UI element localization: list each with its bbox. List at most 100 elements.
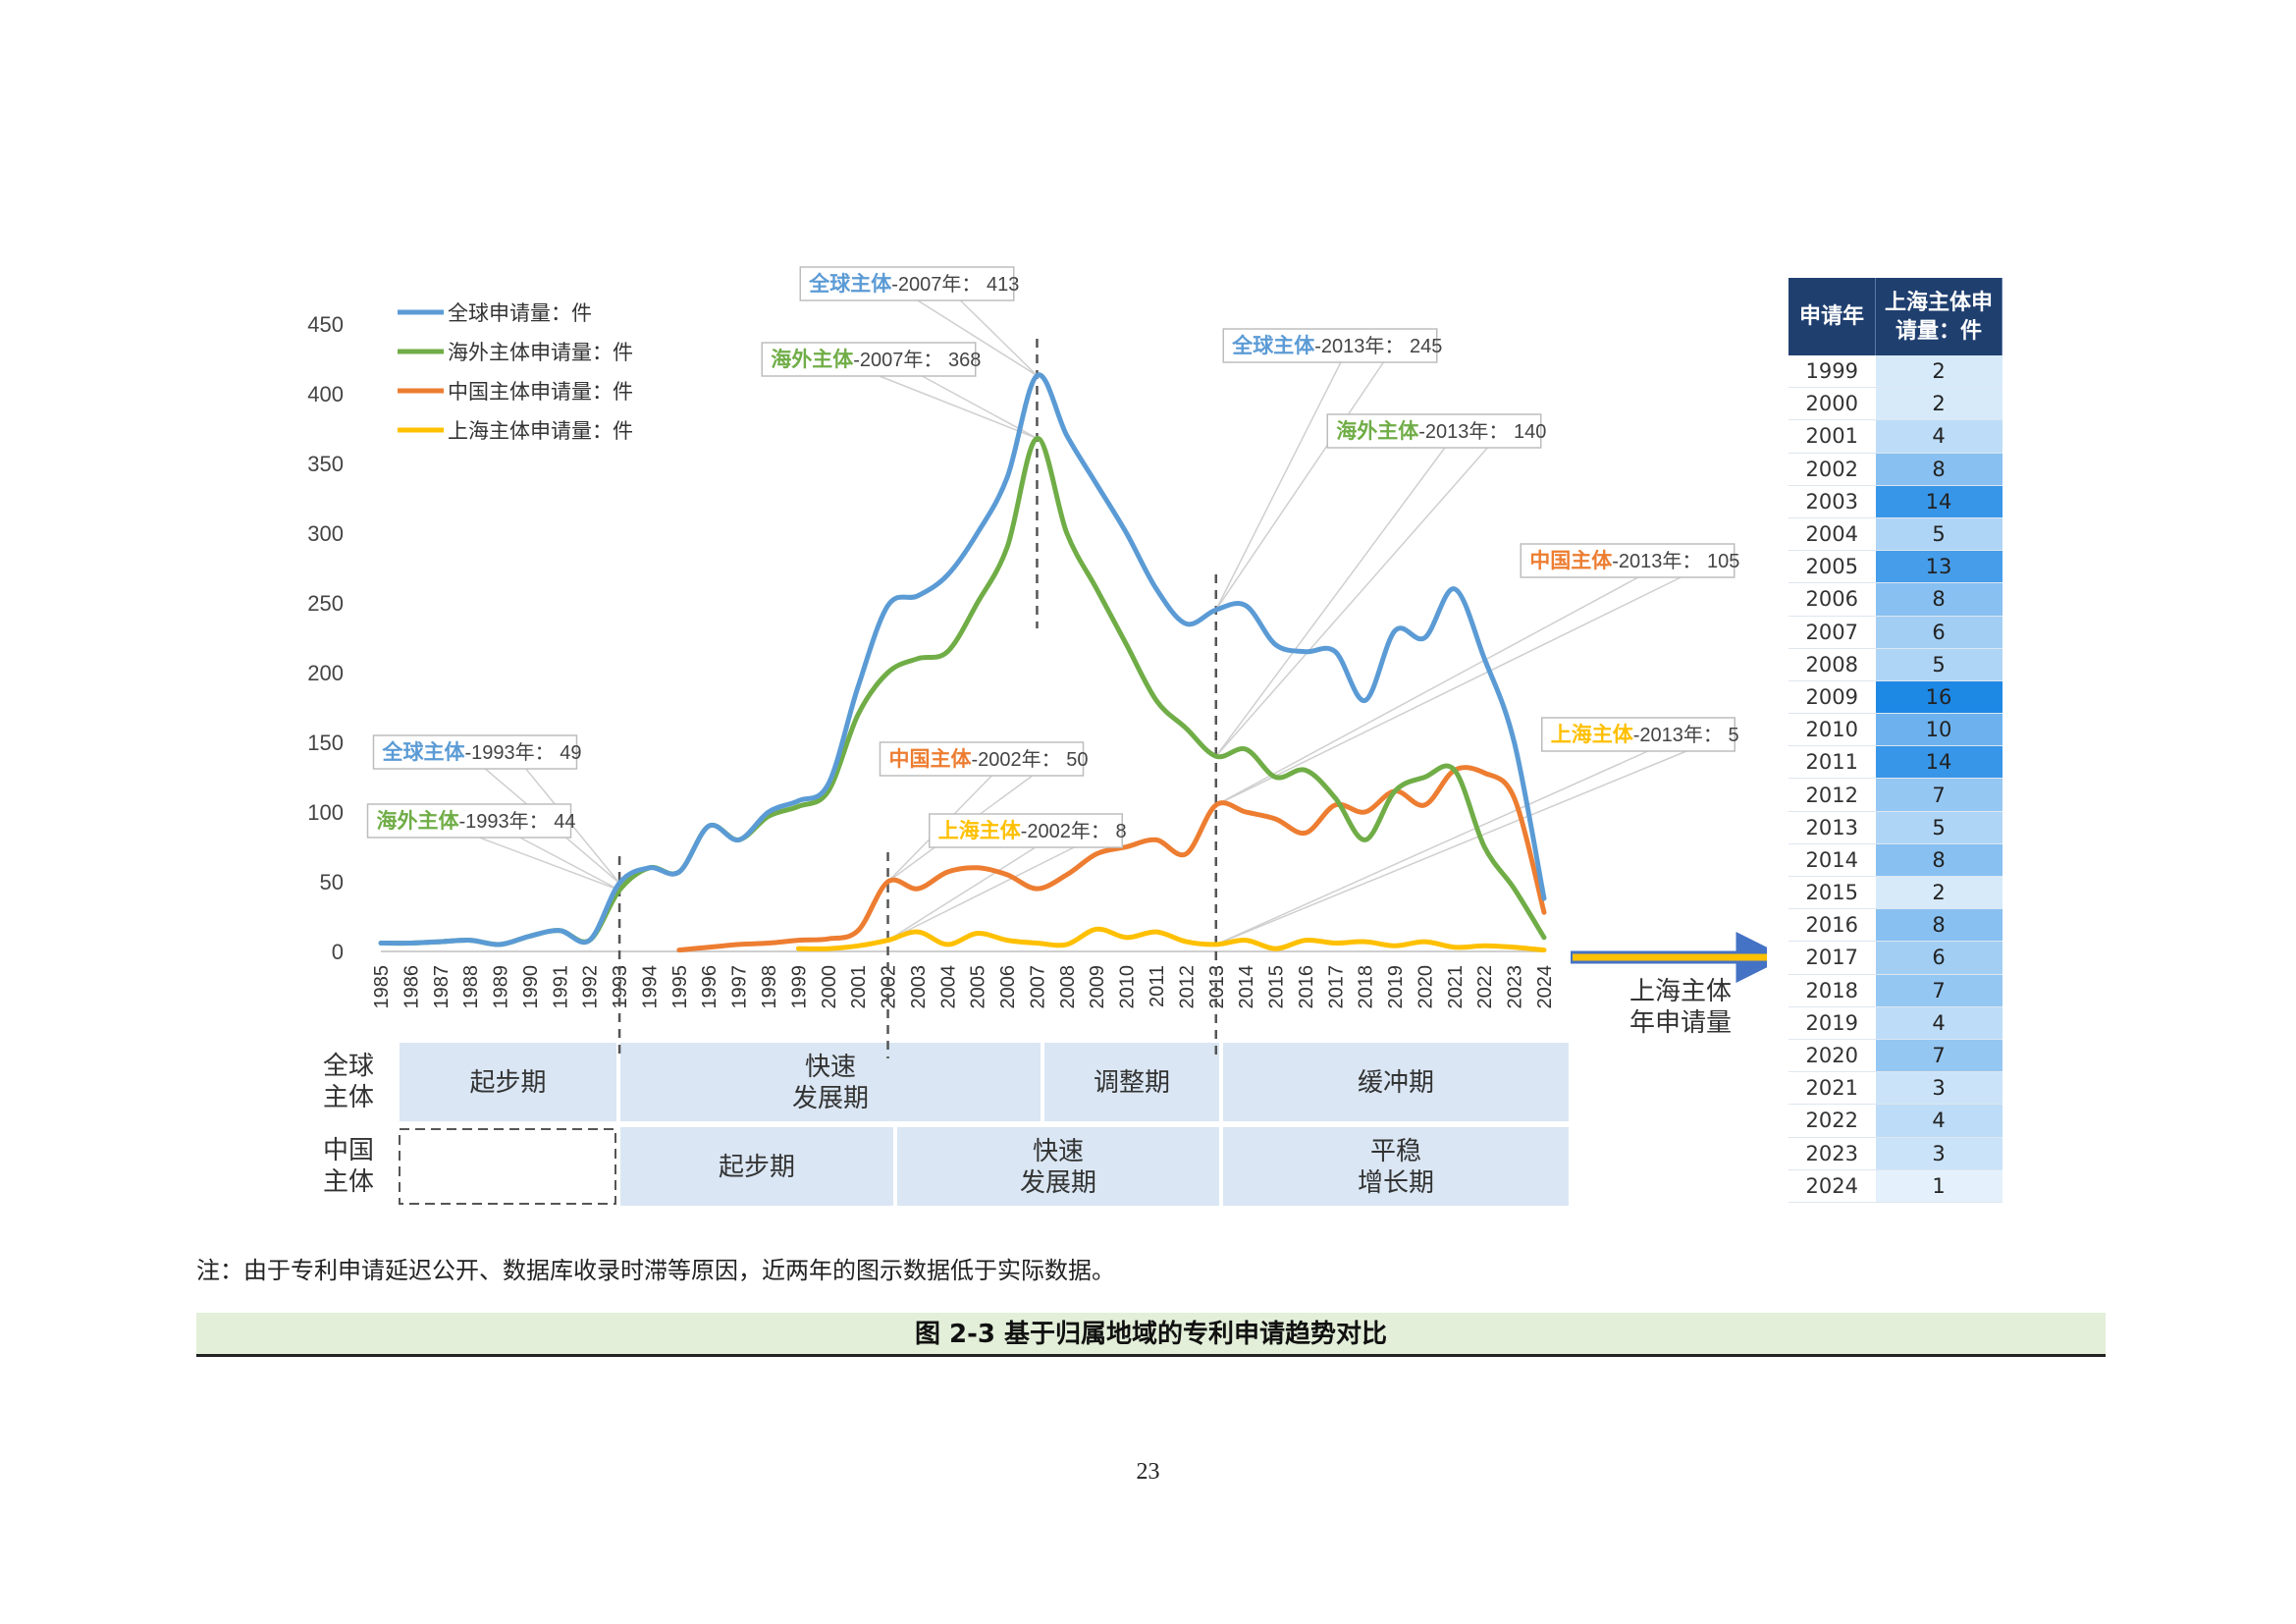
table-row: 2009 16 — [1789, 680, 2002, 715]
x-tick-label: 1998 — [759, 965, 780, 1009]
table-cell-year: 2016 — [1789, 908, 1876, 943]
phase-cell-global-label: 快速 — [805, 1053, 856, 1082]
series-line-3 — [795, 926, 1547, 953]
x-tick-label: 1985 — [371, 965, 393, 1009]
annotation-box — [1326, 413, 1542, 449]
table-row: 2016 8 — [1789, 908, 2002, 943]
table-cell-year: 2018 — [1789, 974, 1876, 1007]
table-cell-year: 1999 — [1789, 355, 1876, 389]
annotation-label: 中国主体-2002年： 50 — [889, 748, 1089, 771]
phase-cell-global — [620, 1043, 1041, 1121]
table-cell-count: 7 — [1875, 1039, 2002, 1073]
phase-row-label-global: 主体 — [323, 1083, 374, 1112]
table-cell-year: 2010 — [1789, 713, 1876, 747]
table-cell-count: 2 — [1875, 876, 2002, 910]
table-cell-count: 8 — [1875, 453, 2002, 486]
x-tick-label: 2016 — [1296, 965, 1317, 1009]
annotation-box — [1520, 543, 1735, 578]
figure-caption: 图 2-3 基于归属地域的专利申请趋势对比 — [914, 1320, 1388, 1349]
annotation-leader — [479, 837, 620, 892]
page-number: 23 — [1136, 1459, 1160, 1485]
table-row: 2022 4 — [1789, 1104, 2002, 1138]
phase-cell-china — [620, 1127, 893, 1206]
x-tick-label: 2006 — [997, 965, 1019, 1009]
phase-cell-global-label: 发展期 — [792, 1084, 869, 1113]
table-cell-count: 3 — [1875, 1071, 2002, 1106]
annotation-callouts: 全球主体-1993年： 49 海外主体-1993年： 44 全球主体-2007年： … — [366, 266, 1739, 848]
x-tick-label: 2009 — [1087, 965, 1108, 1009]
chart-note: 注：由于专利申请延迟公开、数据库收录时滞等原因，近两年的图示数据低于实际数据。 — [196, 1257, 1115, 1284]
legend-label: 中国主体申请量：件 — [448, 381, 633, 404]
y-tick-label: 50 — [320, 870, 344, 894]
x-tick-label: 1990 — [520, 965, 542, 1009]
table-cell-count: 4 — [1875, 419, 2002, 454]
y-tick-label: 450 — [307, 312, 344, 337]
table-cell-count: 8 — [1875, 582, 2002, 617]
table-row: 2006 8 — [1789, 582, 2002, 617]
annotation-label: 海外主体-2013年： 140 — [1336, 419, 1546, 443]
table-cell-count: 7 — [1875, 974, 2002, 1007]
y-tick-label: 300 — [307, 521, 344, 546]
phase-cell-china-label: 快速 — [1033, 1137, 1084, 1166]
annotation-leader — [1215, 576, 1682, 806]
table-cell-year: 2012 — [1789, 778, 1876, 812]
x-tick-label: 2021 — [1445, 965, 1467, 1009]
table-cell-count: 2 — [1875, 387, 2002, 421]
annotation-box — [366, 803, 572, 839]
x-tick-label: 2004 — [937, 965, 959, 1009]
table-cell-year: 2024 — [1789, 1169, 1876, 1203]
table-cell-year: 2000 — [1789, 387, 1876, 421]
annotation-leader — [879, 375, 1038, 440]
table-cell-year: 2004 — [1789, 517, 1876, 552]
y-tick-label: 200 — [307, 661, 344, 685]
annotation-leader — [1215, 447, 1446, 757]
y-tick-label: 150 — [307, 731, 344, 755]
annotation-label: 全球主体-2007年： 413 — [808, 272, 1019, 296]
table-arrow: 上海主体 年申请量 — [1571, 932, 1767, 1038]
x-tick-label: 2002 — [879, 965, 900, 1009]
x-tick-label: 1989 — [491, 965, 512, 1009]
y-tick-label: 0 — [332, 940, 344, 964]
x-axis: 1985198619871988198919901991199219931994… — [371, 950, 1556, 1009]
table-cell-year: 2022 — [1789, 1104, 1876, 1138]
table-cell-year: 2023 — [1789, 1137, 1876, 1170]
table-row: 2008 5 — [1789, 648, 2002, 681]
legend-label: 海外主体申请量：件 — [448, 342, 633, 364]
annotation-leader — [1215, 576, 1639, 806]
phase-cell-global-label: 调整期 — [1094, 1068, 1170, 1098]
annotation-leader — [1215, 361, 1384, 611]
annotation-label: 海外主体-1993年： 44 — [377, 809, 576, 833]
x-tick-label: 2018 — [1356, 965, 1377, 1009]
table-row: 2018 7 — [1789, 974, 2002, 1007]
annotation-box — [929, 813, 1123, 848]
table-cell-year: 2006 — [1789, 582, 1876, 617]
table-header-count: 上海主体申请量：件 — [1875, 278, 2002, 355]
x-tick-label: 2011 — [1147, 965, 1168, 1007]
table-row: 2019 4 — [1789, 1006, 2002, 1040]
annotation-leader — [1215, 447, 1488, 757]
annotation-label: 海外主体-2007年： 368 — [771, 348, 981, 371]
table-row: 2007 6 — [1789, 616, 2002, 649]
annotation-box — [761, 342, 977, 377]
table-cell-year: 2014 — [1789, 843, 1876, 878]
y-axis: 0 50 100 150 200 250 300 350 400 450 — [307, 312, 344, 964]
phase-cell-global-label: 缓冲期 — [1358, 1068, 1434, 1098]
table-cell-year: 2002 — [1789, 453, 1876, 486]
table-cell-count: 16 — [1875, 680, 2002, 715]
table-row: 2003 14 — [1789, 485, 2002, 518]
annotation-leader — [1215, 750, 1687, 946]
table-cell-count: 8 — [1875, 908, 2002, 943]
y-tick-label: 100 — [307, 800, 344, 825]
table-row: 2013 5 — [1789, 811, 2002, 844]
table-cell-count: 13 — [1875, 550, 2002, 584]
x-tick-label: 2001 — [848, 965, 870, 1009]
annotation-leader — [1215, 750, 1649, 946]
phase-cell-global — [1044, 1043, 1219, 1121]
legend-label: 全球申请量：件 — [448, 302, 592, 325]
series-line-2 — [676, 765, 1547, 953]
table-cell-count: 5 — [1875, 517, 2002, 552]
annotation-box — [372, 734, 578, 770]
x-tick-label: 1996 — [699, 965, 721, 1009]
